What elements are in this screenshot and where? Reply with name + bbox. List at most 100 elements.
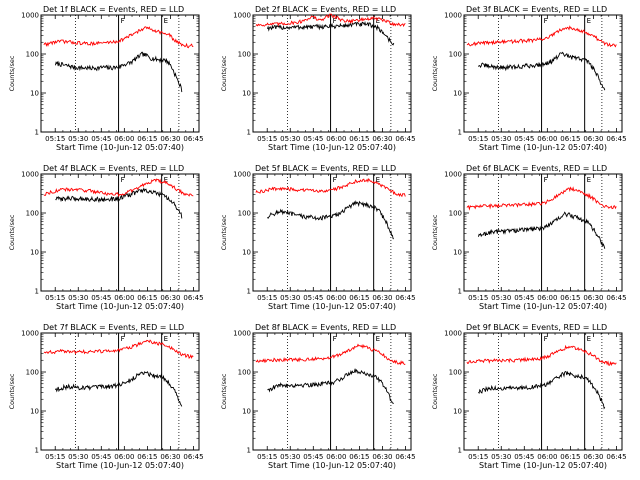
y-tick-label: 100 [26,210,39,218]
y-tick-label: 10 [242,408,251,416]
y-tick-label: 1000 [21,12,39,20]
x-tick-label: 06:00 [537,135,557,143]
y-tick-label: 1 [247,447,251,455]
x-tick-label: 05:30 [280,453,300,461]
panel-3: Det 3f BLACK = Events, RED = LLD 1 10 100 10… [431,5,627,152]
x-tick-label: 06:30 [372,135,392,143]
x-axis-label: Start Time (10-Jun-12 05:07:40) [268,302,396,311]
x-tick-label: 06:00 [114,135,134,143]
panel-1: Det 1f BLACK = Events, RED = LLD 1 10 100 10… [8,5,204,152]
x-tick-label: 05:30 [68,453,88,461]
y-tick-label: 1 [247,288,251,296]
plot-frame [40,332,200,451]
x-tick-label: 06:00 [537,294,557,302]
y-tick-label: 1 [35,288,39,296]
y-tick-label: 1000 [21,171,39,179]
y-tick-label: 1 [35,447,39,455]
x-tick-label: 06:45 [183,294,203,302]
y-axis-label: Counts/sec [431,373,439,409]
series-events-line [478,370,606,410]
y-tick-label: 1000 [444,12,462,20]
series-lld-line [255,343,406,366]
x-tick-label: 06:45 [183,453,203,461]
time-marker-label: F [544,17,548,25]
x-tick-label: 05:15 [257,135,277,143]
x-axis-label: Start Time (10-Jun-12 05:07:40) [56,143,184,152]
y-tick-label: 10 [30,90,39,98]
time-marker-label: E [376,17,380,25]
x-tick-label: 06:30 [160,135,180,143]
y-tick-label: 1000 [21,330,39,338]
y-axis-label: Counts/sec [220,214,228,250]
series-lld-line [43,26,194,49]
x-tick-label: 06:30 [372,453,392,461]
x-tick-label: 06:30 [583,294,603,302]
x-tick-label: 06:30 [583,453,603,461]
time-marker-label: E [164,176,168,184]
panel-title: Det 7f BLACK = Events, RED = LLD [43,323,184,332]
panel-8: Det 8f BLACK = Events, RED = LLD 1 10 100 10… [220,323,416,470]
x-tick-label: 06:15 [560,453,580,461]
time-marker-label: F [121,17,125,25]
x-tick-label: 05:30 [491,453,511,461]
time-marker-label: E [587,17,591,25]
x-tick-label: 06:15 [349,294,369,302]
panel-7: Det 7f BLACK = Events, RED = LLD 1 10 100 10… [8,323,204,470]
y-tick-label: 100 [238,210,251,218]
x-tick-label: 05:30 [280,294,300,302]
series-lld-line [255,178,406,198]
series-events-line [477,211,606,249]
x-tick-label: 05:15 [257,294,277,302]
x-tick-label: 05:45 [514,135,534,143]
y-axis-label: Counts/sec [431,55,439,91]
series-events-line [267,200,394,240]
x-tick-label: 05:15 [45,453,65,461]
y-axis-label: Counts/sec [8,55,16,91]
x-tick-label: 06:45 [606,294,626,302]
x-tick-label: 05:45 [91,135,111,143]
y-tick-label: 1 [247,129,251,137]
series-events-line [266,20,395,46]
x-tick-label: 06:30 [583,135,603,143]
y-tick-label: 100 [449,210,462,218]
x-tick-label: 06:45 [395,135,415,143]
y-axis-label: Counts/sec [8,373,16,409]
x-axis-label: Start Time (10-Jun-12 05:07:40) [479,461,607,470]
series-events-line [54,51,183,93]
x-axis-label: Start Time (10-Jun-12 05:07:40) [56,302,184,311]
y-tick-label: 1 [458,129,462,137]
plot-frame [252,14,412,133]
time-marker-label: E [164,17,168,25]
x-tick-label: 05:45 [91,294,111,302]
panel-title: Det 9f BLACK = Events, RED = LLD [466,323,607,332]
x-tick-label: 06:30 [160,294,180,302]
x-axis-label: Start Time (10-Jun-12 05:07:40) [479,302,607,311]
time-marker-label: E [376,335,380,343]
panel-9: Det 9f BLACK = Events, RED = LLD 1 10 100 10… [431,323,627,470]
series-events-line [267,368,394,404]
series-lld-line [466,25,617,48]
x-tick-label: 06:45 [395,294,415,302]
x-tick-label: 05:15 [45,294,65,302]
plot-frame [463,332,623,451]
x-tick-label: 05:30 [68,294,88,302]
plot-frame [463,173,623,292]
panel-5: Det 5f BLACK = Events, RED = LLD 1 10 100 10… [220,164,416,311]
plot-frame [463,14,623,133]
y-tick-label: 10 [30,408,39,416]
x-axis-label: Start Time (10-Jun-12 05:07:40) [56,461,184,470]
time-marker-label: F [121,176,125,184]
series-events-line [55,187,183,219]
x-axis-label: Start Time (10-Jun-12 05:07:40) [479,143,607,152]
series-lld-line [43,178,194,198]
time-marker-label: F [333,176,337,184]
series-events-line [55,370,183,407]
x-tick-label: 06:00 [326,135,346,143]
x-axis-label: Start Time (10-Jun-12 05:07:40) [268,461,396,470]
y-tick-label: 1 [458,447,462,455]
y-tick-label: 1000 [233,12,251,20]
time-marker-label: F [544,335,548,343]
y-tick-label: 1 [35,129,39,137]
panel-4: Det 4f BLACK = Events, RED = LLD 1 10 100 10… [8,164,204,311]
x-tick-label: 06:15 [137,135,157,143]
